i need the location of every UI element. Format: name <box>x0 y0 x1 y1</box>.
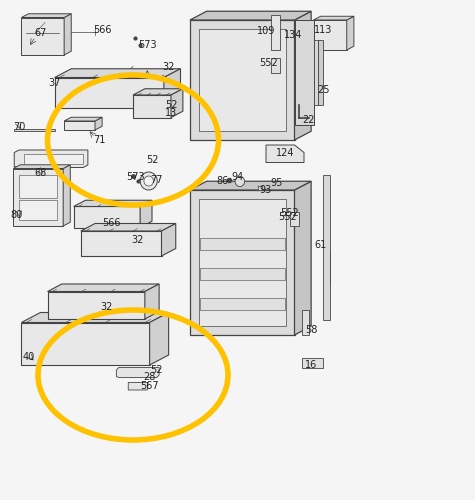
Polygon shape <box>48 292 145 319</box>
Polygon shape <box>145 284 159 319</box>
Text: 13: 13 <box>165 108 177 118</box>
Polygon shape <box>314 16 354 20</box>
Polygon shape <box>116 368 159 378</box>
Text: 28: 28 <box>143 372 156 382</box>
Polygon shape <box>190 20 294 140</box>
Polygon shape <box>190 12 311 20</box>
Text: 32: 32 <box>162 62 175 72</box>
Text: 58: 58 <box>305 325 317 335</box>
Text: 573: 573 <box>138 40 157 50</box>
Text: 552: 552 <box>259 58 278 68</box>
Text: 566: 566 <box>93 25 111 35</box>
Text: 52: 52 <box>146 155 158 165</box>
Polygon shape <box>64 14 71 55</box>
Circle shape <box>140 172 157 190</box>
Polygon shape <box>81 224 176 231</box>
Polygon shape <box>294 12 311 140</box>
Polygon shape <box>74 206 140 228</box>
Text: 52: 52 <box>165 100 177 110</box>
Polygon shape <box>63 165 70 226</box>
Polygon shape <box>95 117 102 130</box>
Polygon shape <box>294 20 314 125</box>
Text: 566: 566 <box>103 218 121 228</box>
Polygon shape <box>64 117 102 121</box>
Text: 22: 22 <box>303 115 315 125</box>
Circle shape <box>144 176 153 186</box>
Text: 113: 113 <box>314 25 332 35</box>
Circle shape <box>235 176 245 186</box>
Polygon shape <box>14 129 55 131</box>
Text: 70: 70 <box>13 122 25 132</box>
Polygon shape <box>128 382 148 390</box>
Text: 552: 552 <box>278 212 297 222</box>
Polygon shape <box>55 78 164 108</box>
Polygon shape <box>318 40 323 105</box>
Polygon shape <box>347 16 354 50</box>
Polygon shape <box>74 200 152 206</box>
Polygon shape <box>271 15 280 50</box>
Text: 40: 40 <box>22 352 35 362</box>
Text: 32: 32 <box>101 302 113 312</box>
Text: 86: 86 <box>216 176 228 186</box>
Polygon shape <box>190 181 311 190</box>
Text: 25: 25 <box>317 85 329 95</box>
Polygon shape <box>13 165 70 168</box>
Polygon shape <box>314 20 347 50</box>
Polygon shape <box>14 150 88 168</box>
Text: 95: 95 <box>270 178 283 188</box>
Text: 109: 109 <box>257 26 275 36</box>
Text: 573: 573 <box>126 172 145 182</box>
Polygon shape <box>314 40 318 105</box>
Polygon shape <box>200 238 285 250</box>
Polygon shape <box>150 312 169 365</box>
Polygon shape <box>302 310 309 335</box>
Polygon shape <box>21 322 150 365</box>
Polygon shape <box>24 154 83 164</box>
Polygon shape <box>19 175 57 198</box>
Polygon shape <box>21 18 64 55</box>
Polygon shape <box>81 231 162 256</box>
Polygon shape <box>171 89 183 118</box>
Polygon shape <box>266 145 304 162</box>
Polygon shape <box>133 89 183 95</box>
Text: 567: 567 <box>140 381 159 391</box>
Polygon shape <box>140 200 152 228</box>
Text: 80: 80 <box>10 210 23 220</box>
Polygon shape <box>19 200 57 220</box>
Polygon shape <box>302 358 323 368</box>
Polygon shape <box>162 224 176 256</box>
Polygon shape <box>199 29 286 131</box>
Polygon shape <box>323 175 330 320</box>
Text: 61: 61 <box>314 240 327 250</box>
Polygon shape <box>64 121 95 130</box>
Polygon shape <box>21 312 169 322</box>
Polygon shape <box>294 181 311 335</box>
Polygon shape <box>13 168 63 226</box>
Polygon shape <box>200 298 285 310</box>
Polygon shape <box>21 14 71 18</box>
Text: 77: 77 <box>151 175 163 185</box>
Polygon shape <box>271 58 280 72</box>
Text: 124: 124 <box>276 148 294 158</box>
Text: 552: 552 <box>280 208 299 218</box>
Polygon shape <box>290 212 299 226</box>
Polygon shape <box>199 199 286 326</box>
Text: 68: 68 <box>34 168 47 177</box>
Polygon shape <box>200 268 285 280</box>
Text: 52: 52 <box>151 365 163 375</box>
Text: 16: 16 <box>305 360 317 370</box>
Polygon shape <box>190 190 294 335</box>
Polygon shape <box>164 69 180 108</box>
Text: 93: 93 <box>260 185 272 195</box>
Polygon shape <box>133 95 171 118</box>
Text: 134: 134 <box>285 30 303 40</box>
Text: 32: 32 <box>132 235 144 245</box>
Text: 67: 67 <box>34 28 47 38</box>
Polygon shape <box>48 284 159 292</box>
Text: 94: 94 <box>231 172 244 181</box>
Text: 37: 37 <box>48 78 61 88</box>
Text: 71: 71 <box>94 135 106 145</box>
Polygon shape <box>55 69 180 78</box>
